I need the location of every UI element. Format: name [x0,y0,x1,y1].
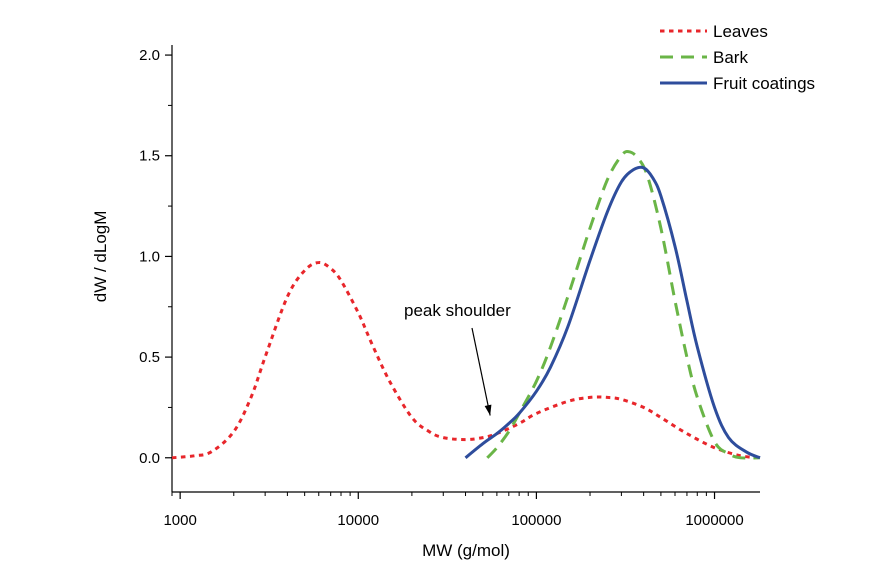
y-tick-label: 1.5 [139,148,160,165]
y-tick-label: 1.0 [139,248,160,265]
x-tick-label: 10000 [337,512,379,529]
y-tick-label: 0.0 [139,450,160,467]
y-tick-label: 0.5 [139,349,160,366]
x-tick-label: 1000000 [685,512,743,529]
annotation-arrow-line [471,327,491,416]
legend-label: Fruit coatings [713,74,815,93]
y-tick-label: 2.0 [139,47,160,64]
annotation-peak-shoulder: peak shoulder [404,301,511,320]
series-line-bark [486,150,761,460]
series-line-leaves [171,260,761,460]
series-layer [171,150,761,460]
x-tick-label: 100000 [511,512,561,529]
annotation-layer: peak shoulder [404,301,511,416]
annotation-arrow-head [484,404,492,416]
axes: 0.0 0.5 1.0 1.5 2.0 1000 10000 100000 1000000 MW … [91,45,760,560]
legend: Leaves Bark Fruit coatings [660,22,815,93]
x-tick-label: 1000 [163,512,196,529]
y-axis-title: dW / dLogM [91,211,110,303]
legend-label: Leaves [713,22,768,41]
x-axis-title: MW (g/mol) [422,541,510,560]
series-line-fruit-coatings [464,165,761,460]
legend-label: Bark [713,48,748,67]
